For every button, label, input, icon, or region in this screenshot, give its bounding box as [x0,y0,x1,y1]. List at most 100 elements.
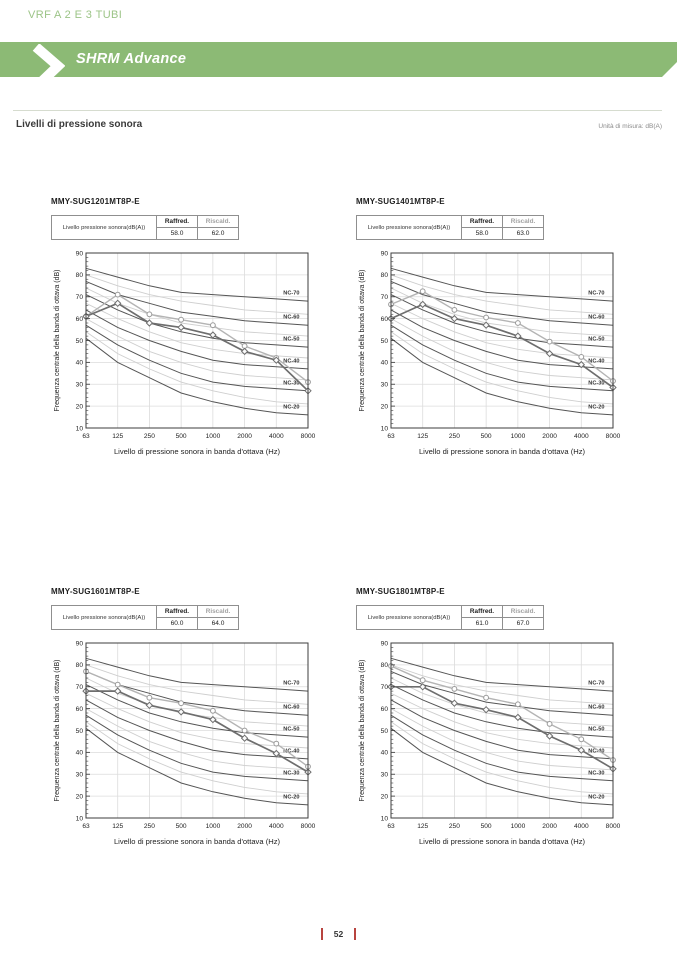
svg-text:1000: 1000 [206,433,221,440]
svg-text:500: 500 [481,823,492,830]
nc-curve-chart: NC-70 NC-60 NC-50 NC-40 NC-30 NC-20 10 20 30 40 50… [359,640,621,846]
nc-curve-chart: NC-70 NC-60 NC-50 NC-40 NC-30 NC-20 10 20 30 40 50… [359,250,621,456]
nc-curve-chart: NC-70 NC-60 NC-50 NC-40 NC-30 NC-20 10 20 30 40 50… [54,640,316,846]
svg-text:Livello di pressione sonora in: Livello di pressione sonora in banda d'o… [114,447,281,456]
cooling-column-header: Raffred. [461,215,503,228]
svg-text:250: 250 [144,433,155,440]
svg-text:10: 10 [76,425,84,432]
svg-text:125: 125 [417,823,428,830]
svg-text:8000: 8000 [301,823,316,830]
svg-text:Frequenza centrale della banda: Frequenza centrale della banda di ottava… [359,659,366,801]
svg-text:60: 60 [76,316,84,323]
cooling-value: 60.0 [156,617,198,630]
svg-text:4000: 4000 [574,823,589,830]
svg-text:30: 30 [76,772,84,779]
svg-text:NC-20: NC-20 [283,794,299,800]
svg-text:NC-20: NC-20 [283,404,299,410]
svg-text:NC-40: NC-40 [588,748,604,754]
svg-text:40: 40 [76,750,84,757]
heating-column-header: Riscald. [502,605,544,618]
svg-text:NC-30: NC-30 [588,380,604,386]
cooling-column-header: Raffred. [461,605,503,618]
chevron-right-icon [31,44,65,90]
model-title: MMY-SUG1401MT8P-E [356,197,445,206]
svg-text:2000: 2000 [237,433,252,440]
footer-accent-bar [321,928,323,940]
svg-text:8000: 8000 [606,433,621,440]
svg-text:Livello di pressione sonora in: Livello di pressione sonora in banda d'o… [419,837,586,846]
svg-text:NC-70: NC-70 [588,291,604,297]
svg-text:NC-40: NC-40 [283,748,299,754]
svg-text:NC-20: NC-20 [588,404,604,410]
svg-text:10: 10 [381,425,389,432]
svg-text:NC-60: NC-60 [283,315,299,321]
cooling-column-header: Raffred. [156,215,198,228]
svg-text:2000: 2000 [237,823,252,830]
svg-text:250: 250 [449,433,460,440]
svg-text:80: 80 [381,662,389,669]
chart-block-sug1801: MMY-SUG1801MT8P-E Livello pressione sono… [355,587,655,850]
chart-block-sug1601: MMY-SUG1601MT8P-E Livello pressione sono… [50,587,350,850]
svg-text:90: 90 [381,250,389,257]
svg-text:Frequenza centrale della banda: Frequenza centrale della banda di ottava… [359,269,366,411]
heating-column-header: Riscald. [197,215,239,228]
svg-text:2000: 2000 [542,823,557,830]
svg-text:80: 80 [381,272,389,279]
svg-text:125: 125 [112,823,123,830]
svg-text:4000: 4000 [269,433,284,440]
heating-value: 63.0 [502,227,544,240]
svg-text:80: 80 [76,662,84,669]
table-row-label: Livello pressione sonora(dB(A)) [356,215,462,240]
model-title: MMY-SUG1601MT8P-E [51,587,140,596]
svg-text:NC-60: NC-60 [283,705,299,711]
svg-text:8000: 8000 [606,823,621,830]
svg-text:NC-60: NC-60 [588,705,604,711]
section-divider [13,110,662,111]
svg-text:250: 250 [144,823,155,830]
footer-accent-bar [354,928,356,940]
svg-text:50: 50 [76,728,84,735]
svg-text:NC-50: NC-50 [283,337,299,343]
svg-text:NC-60: NC-60 [588,315,604,321]
svg-text:500: 500 [176,823,187,830]
svg-text:40: 40 [381,750,389,757]
svg-text:125: 125 [112,433,123,440]
svg-text:500: 500 [481,433,492,440]
svg-text:Frequenza centrale della banda: Frequenza centrale della banda di ottava… [54,659,61,801]
svg-text:NC-20: NC-20 [588,794,604,800]
svg-text:50: 50 [381,728,389,735]
svg-text:63: 63 [387,433,395,440]
svg-text:NC-50: NC-50 [588,337,604,343]
svg-text:63: 63 [82,823,90,830]
svg-text:10: 10 [381,815,389,822]
svg-text:1000: 1000 [511,823,526,830]
svg-text:90: 90 [381,640,389,647]
heating-value: 64.0 [197,617,239,630]
page-footer: 52 [0,928,677,940]
svg-text:60: 60 [381,706,389,713]
svg-text:63: 63 [82,433,90,440]
svg-text:NC-40: NC-40 [283,358,299,364]
nc-curve-chart: NC-70 NC-60 NC-50 NC-40 NC-30 NC-20 10 20 30 40 50… [54,250,316,456]
chart-block-sug1401: MMY-SUG1401MT8P-E Livello pressione sono… [355,197,655,460]
unit-of-measure-note: Unità di misura: dB(A) [598,123,662,130]
svg-text:NC-50: NC-50 [588,727,604,733]
heating-value: 62.0 [197,227,239,240]
svg-text:8000: 8000 [301,433,316,440]
model-title: MMY-SUG1201MT8P-E [51,197,140,206]
page-section-title: Livelli di pressione sonora [16,119,143,130]
svg-text:63: 63 [387,823,395,830]
table-row-label: Livello pressione sonora(dB(A)) [51,215,157,240]
svg-text:Livello di pressione sonora in: Livello di pressione sonora in banda d'o… [419,447,586,456]
sound-pressure-table: Livello pressione sonora(dB(A)) Raffred.… [51,605,239,630]
svg-text:20: 20 [381,403,389,410]
cooling-value: 58.0 [156,227,198,240]
svg-text:30: 30 [381,772,389,779]
svg-text:Livello di pressione sonora in: Livello di pressione sonora in banda d'o… [114,837,281,846]
cooling-column-header: Raffred. [156,605,198,618]
svg-text:70: 70 [381,294,389,301]
svg-text:30: 30 [76,382,84,389]
svg-text:NC-30: NC-30 [283,770,299,776]
svg-text:4000: 4000 [269,823,284,830]
